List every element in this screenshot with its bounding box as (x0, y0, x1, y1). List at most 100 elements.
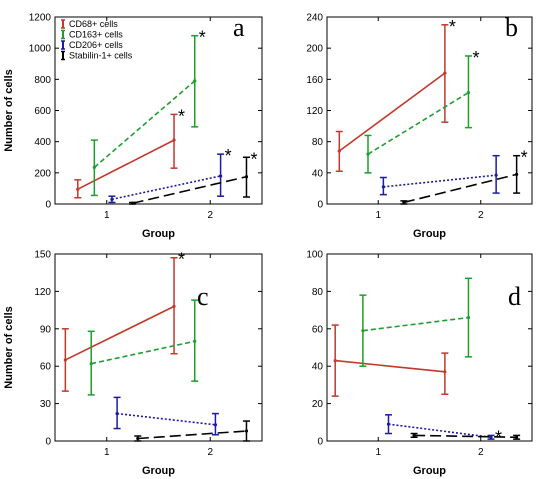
y-tick-label: 600 (34, 106, 51, 117)
data-point (131, 201, 135, 205)
series-line (367, 91, 469, 155)
plot-frame (326, 16, 533, 205)
panel-letter: c (197, 282, 209, 311)
data-point (63, 358, 67, 362)
y-tick-label: 20 (312, 399, 324, 410)
y-tick-label: 800 (34, 75, 51, 86)
x-tick-label: 1 (375, 210, 381, 221)
significance-mark: * (472, 48, 479, 68)
data-point (136, 436, 140, 441)
significance-mark: * (250, 149, 257, 169)
panel-c: 0 30 60 90 120 150 1 2 Group Number of cells c * (3, 250, 263, 477)
data-point (412, 433, 416, 437)
y-tick-label: 240 (306, 13, 323, 24)
data-point (89, 362, 93, 366)
data-point (443, 370, 447, 374)
x-tick-label: 2 (478, 447, 484, 458)
data-point (466, 315, 471, 320)
x-tick-label: 1 (104, 447, 110, 458)
series-line (77, 139, 175, 190)
x-axis-label: Group (142, 228, 175, 240)
legend-label: Stabilin-1+ cells (69, 51, 133, 61)
series-cd163-cells: * (364, 48, 479, 174)
legend-label: CD206+ cells (69, 40, 123, 50)
panel-a: 0 200 400 600 800 1000 1200 1 2 Group Number of ce… (3, 13, 263, 240)
y-tick-label: 200 (34, 168, 51, 179)
data-point (172, 304, 176, 308)
y-tick-label: 40 (312, 168, 324, 179)
y-tick-label: 100 (306, 250, 323, 261)
panel-letter: b (505, 13, 518, 42)
series-stabilin-1-cells (134, 420, 250, 442)
y-tick-label: 40 (312, 362, 324, 373)
data-point (115, 411, 119, 416)
x-axis-label: Group (142, 465, 175, 477)
series-line (362, 316, 469, 332)
series-cd206-cells: * (385, 414, 502, 447)
series-line (414, 434, 517, 439)
y-tick-label: 30 (40, 399, 52, 410)
data-point (466, 90, 471, 95)
data-point (381, 185, 385, 189)
series-cd68-cells: * (74, 106, 185, 199)
data-point (494, 173, 498, 177)
data-point (361, 329, 365, 333)
y-tick-label: 1000 (29, 44, 52, 55)
data-point (193, 79, 197, 83)
data-point (515, 435, 519, 439)
series-cd68-cells: * (61, 250, 185, 392)
y-tick-label: 80 (312, 137, 324, 148)
data-point (337, 149, 341, 153)
series-line (403, 173, 517, 204)
x-axis-label: Group (413, 465, 446, 477)
data-point (92, 165, 96, 169)
series-cd206-cells: * (108, 146, 232, 204)
data-point (219, 174, 223, 178)
data-point (244, 175, 249, 179)
y-tick-label: 120 (306, 106, 323, 117)
y-tick-label: 60 (40, 362, 52, 373)
y-tick-label: 150 (34, 250, 51, 261)
panel-d: 0 20 40 60 80 100 1 2 Group d * (306, 250, 533, 477)
data-point (366, 152, 370, 156)
series-line (132, 175, 247, 205)
significance-mark: * (178, 250, 185, 270)
significance-mark: * (199, 28, 206, 48)
panel-letter: a (233, 13, 245, 42)
series-cd206-cells (113, 396, 219, 436)
y-tick-label: 120 (34, 287, 51, 298)
series-cd163-cells (359, 277, 472, 367)
data-point (333, 358, 337, 363)
series-cd163-cells: * (90, 28, 206, 197)
y-tick-label: 160 (306, 75, 323, 86)
data-point (76, 187, 80, 191)
y-tick-label: 400 (34, 137, 51, 148)
plot-frame (54, 253, 263, 442)
significance-mark: * (521, 148, 528, 168)
data-point (193, 339, 197, 343)
series-cd68-cells: * (335, 17, 456, 173)
data-point (172, 138, 176, 142)
data-point (515, 172, 519, 176)
data-point (386, 422, 391, 426)
series-cd206-cells (379, 154, 500, 196)
data-point (110, 197, 114, 201)
series-line (93, 80, 196, 168)
x-tick-label: 2 (207, 210, 213, 221)
x-tick-label: 1 (375, 447, 381, 458)
y-tick-label: 0 (317, 437, 323, 448)
series-line (91, 340, 195, 365)
series-stabilin-1-cells: * (400, 148, 528, 205)
significance-mark: * (178, 106, 185, 126)
data-point (402, 200, 406, 205)
series-line (383, 174, 497, 188)
y-tick-label: 0 (317, 200, 323, 211)
y-tick-label: 80 (312, 287, 324, 298)
x-tick-label: 2 (207, 447, 213, 458)
significance-mark: * (449, 17, 456, 37)
data-point (489, 435, 493, 439)
data-point (213, 423, 218, 427)
series-line (111, 175, 221, 201)
significance-mark: * (225, 146, 232, 166)
